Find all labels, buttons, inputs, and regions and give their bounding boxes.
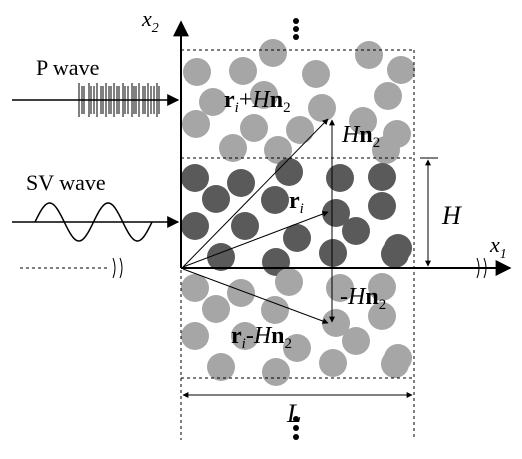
ri-label: ri: [289, 188, 304, 217]
r-minus-hn2-label: ri-Hn2: [231, 323, 292, 352]
particle: [381, 240, 409, 268]
particle: [261, 186, 289, 214]
particle: [264, 136, 292, 164]
particle: [250, 81, 278, 109]
particle: [229, 57, 257, 85]
cell-boundaries: [20, 49, 415, 440]
particle: [302, 60, 330, 88]
upper-particles: [182, 39, 415, 164]
particle: [319, 239, 347, 267]
particle: [283, 224, 311, 252]
ellipsis-bottom: [293, 416, 299, 440]
particle: [381, 350, 409, 378]
particle: [286, 116, 314, 144]
sv-wave-label: SV wave: [26, 170, 106, 195]
particle: [283, 334, 311, 362]
hn2-label: Hn2: [341, 122, 380, 151]
particle: [181, 212, 209, 240]
lower-particles: [181, 268, 412, 386]
particle: [231, 322, 259, 350]
particle: [227, 279, 255, 307]
particle: [322, 199, 350, 227]
particle: [202, 295, 230, 323]
particle: [368, 273, 396, 301]
particle: [181, 322, 209, 350]
axis-break-left: [112, 257, 123, 279]
particle: [259, 39, 287, 67]
particle: [322, 309, 350, 337]
particle: [262, 358, 290, 386]
l-label: L: [286, 399, 301, 428]
particle: [372, 136, 400, 164]
particle: [219, 134, 247, 162]
h-label: H: [441, 201, 462, 230]
p-wave-label: P wave: [36, 55, 99, 80]
particle: [319, 349, 347, 377]
axis-break-right: [476, 257, 487, 279]
particle: [207, 353, 235, 381]
particle: [368, 163, 396, 191]
particle: [261, 296, 289, 324]
particle: [342, 327, 370, 355]
r-plus-hn2-label: ri+Hn2: [224, 87, 291, 116]
particle: [368, 302, 396, 330]
particle: [181, 274, 209, 302]
particle: [326, 274, 354, 302]
position-vectors: [182, 118, 335, 324]
particle: [374, 82, 402, 110]
particle: [349, 107, 377, 135]
particle: [181, 164, 209, 192]
x2-axis-label: x2: [141, 6, 159, 36]
particle: [227, 169, 255, 197]
particle: [182, 110, 210, 138]
particle: [368, 192, 396, 220]
particle: [355, 41, 383, 69]
neg-hn2-label: -Hn2: [340, 284, 386, 313]
particle: [240, 114, 268, 142]
x1-axis-label: x1: [489, 232, 507, 262]
particle: [207, 243, 235, 271]
particle: [275, 158, 303, 186]
middle-particles: [181, 158, 412, 276]
particle: [183, 58, 211, 86]
particle: [326, 164, 354, 192]
particle: [275, 268, 303, 296]
ellipsis-top: [293, 18, 299, 40]
particle: [342, 217, 370, 245]
particle: [202, 185, 230, 213]
particle: [199, 88, 227, 116]
particle: [308, 94, 336, 122]
particle: [387, 56, 415, 84]
particle: [231, 212, 259, 240]
